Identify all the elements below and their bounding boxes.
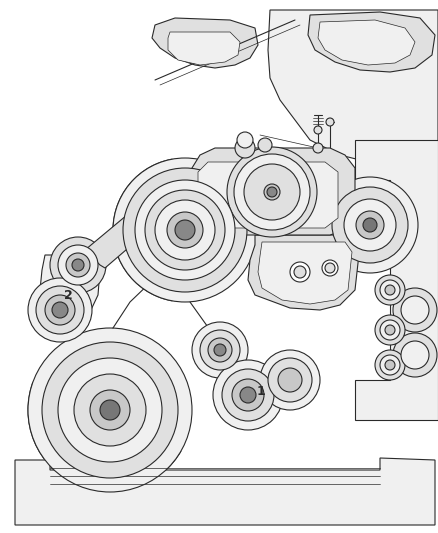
Circle shape bbox=[326, 118, 334, 126]
Circle shape bbox=[74, 374, 146, 446]
Circle shape bbox=[192, 322, 248, 378]
Circle shape bbox=[401, 296, 429, 324]
Circle shape bbox=[66, 253, 90, 277]
Circle shape bbox=[214, 344, 226, 356]
Circle shape bbox=[385, 285, 395, 295]
Circle shape bbox=[385, 325, 395, 335]
Circle shape bbox=[278, 368, 302, 392]
Circle shape bbox=[237, 132, 253, 148]
Circle shape bbox=[401, 341, 429, 369]
Circle shape bbox=[222, 369, 274, 421]
Circle shape bbox=[385, 360, 395, 370]
Circle shape bbox=[227, 147, 317, 237]
Polygon shape bbox=[85, 200, 165, 268]
Circle shape bbox=[52, 302, 68, 318]
Circle shape bbox=[42, 342, 178, 478]
Circle shape bbox=[232, 379, 264, 411]
Circle shape bbox=[155, 200, 215, 260]
Circle shape bbox=[58, 358, 162, 462]
Polygon shape bbox=[152, 18, 258, 68]
Circle shape bbox=[200, 330, 240, 370]
Circle shape bbox=[380, 320, 400, 340]
Circle shape bbox=[260, 350, 320, 410]
Polygon shape bbox=[192, 148, 355, 235]
Circle shape bbox=[268, 358, 312, 402]
Polygon shape bbox=[355, 140, 438, 420]
Polygon shape bbox=[308, 12, 435, 72]
Polygon shape bbox=[318, 20, 415, 65]
Circle shape bbox=[258, 138, 272, 152]
Circle shape bbox=[28, 278, 92, 342]
Polygon shape bbox=[248, 235, 360, 310]
Circle shape bbox=[322, 177, 418, 273]
Circle shape bbox=[375, 350, 405, 380]
Circle shape bbox=[363, 218, 377, 232]
Circle shape bbox=[113, 158, 257, 302]
Text: 1: 1 bbox=[256, 385, 265, 398]
Circle shape bbox=[380, 355, 400, 375]
Circle shape bbox=[100, 400, 120, 420]
Circle shape bbox=[90, 390, 130, 430]
Circle shape bbox=[234, 154, 310, 230]
Circle shape bbox=[36, 286, 84, 334]
Text: 2: 2 bbox=[64, 289, 72, 302]
Circle shape bbox=[50, 237, 106, 293]
Circle shape bbox=[322, 260, 338, 276]
Circle shape bbox=[45, 295, 75, 325]
Circle shape bbox=[325, 263, 335, 273]
Circle shape bbox=[235, 138, 255, 158]
Circle shape bbox=[145, 190, 225, 270]
Polygon shape bbox=[168, 32, 240, 65]
Circle shape bbox=[375, 275, 405, 305]
Circle shape bbox=[380, 280, 400, 300]
Circle shape bbox=[393, 288, 437, 332]
Circle shape bbox=[375, 315, 405, 345]
Circle shape bbox=[28, 328, 192, 492]
Circle shape bbox=[332, 187, 408, 263]
Circle shape bbox=[314, 126, 322, 134]
Circle shape bbox=[208, 338, 232, 362]
Circle shape bbox=[294, 266, 306, 278]
Circle shape bbox=[290, 262, 310, 282]
Circle shape bbox=[393, 333, 437, 377]
Circle shape bbox=[123, 168, 247, 292]
Circle shape bbox=[240, 387, 256, 403]
Circle shape bbox=[344, 199, 396, 251]
Polygon shape bbox=[198, 162, 338, 228]
Polygon shape bbox=[258, 242, 352, 304]
Circle shape bbox=[356, 211, 384, 239]
Circle shape bbox=[58, 245, 98, 285]
Circle shape bbox=[313, 143, 323, 153]
Polygon shape bbox=[40, 255, 100, 322]
Circle shape bbox=[244, 164, 300, 220]
Polygon shape bbox=[15, 458, 435, 525]
Circle shape bbox=[267, 187, 277, 197]
Circle shape bbox=[167, 212, 203, 248]
Circle shape bbox=[72, 259, 84, 271]
Circle shape bbox=[264, 184, 280, 200]
Circle shape bbox=[213, 360, 283, 430]
Circle shape bbox=[135, 180, 235, 280]
Circle shape bbox=[175, 220, 195, 240]
Polygon shape bbox=[268, 10, 438, 165]
